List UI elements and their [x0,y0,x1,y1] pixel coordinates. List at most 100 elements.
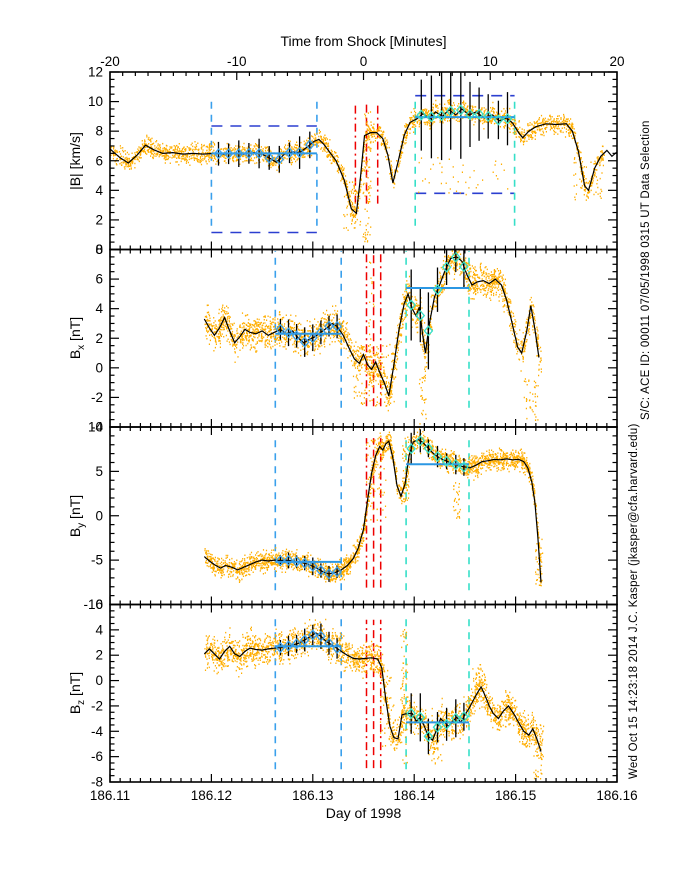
upstream-marker-diamond [316,630,326,642]
tick-label: 0 [95,673,103,688]
tick-label: 0 [95,508,103,523]
tick-label: -10 [83,597,103,612]
downstream-marker-diamond [432,721,443,733]
downstream-marker-diamond [459,711,469,723]
tick-label: 2 [95,212,103,227]
tick-label: 6 [95,272,103,287]
tick-label: 186.11 [90,788,130,803]
tick-label: 186.13 [292,788,333,803]
y-axis-label-unit: [nT] [67,494,84,519]
downstream-marker-diamond [415,435,426,447]
downstream-marker-diamond [416,109,427,121]
panel-by [203,428,544,591]
y-axis-label-sub: x [75,344,87,350]
upstream-marker-diamond [233,148,244,160]
tick-label: 2 [95,331,103,346]
y-axis-label-bmag: |B| [km/s] [67,132,87,190]
downstream-marker-diamond [441,261,452,273]
upstream-marker-diamond [284,147,295,159]
tick-label: 8 [95,124,103,139]
tick-label: 6 [95,153,103,168]
upstream-marker-diamond [324,568,334,580]
downstream-marker-diamond [502,113,513,125]
downstream-marker-diamond [432,284,443,296]
downstream-marker-diamond [415,711,426,723]
downstream-marker-diamond [445,105,456,117]
tick-label: -4 [91,724,103,739]
panel-border [109,248,618,428]
upstream-marker-diamond [291,638,302,650]
tick-label: 0 [360,54,368,69]
tick-label: -5 [91,553,103,568]
downstream-marker-diamond [406,299,417,311]
downstream-marker-diamond [455,104,466,116]
average-line [203,256,540,397]
y-axis-label-unit: [nT] [67,316,84,341]
upstream-marker-diamond [283,554,294,566]
tick-label: -2 [91,390,103,405]
downstream-marker-diamond [483,110,494,122]
annotation-credit-timestamp: Wed Oct 15 14:23:18 2014 J.C. Kasper (jk… [628,423,640,779]
upstream-marker-diamond [213,148,224,160]
downstream-marker-diamond [423,325,434,337]
upstream-marker-diamond [307,560,318,572]
upstream-marker-diamond [264,152,275,164]
upstream-marker-diamond [299,634,310,646]
y-axis-label-sub: z [75,699,87,705]
average-line [203,632,542,752]
upstream-marker-diamond [304,139,315,151]
bottom-axis-title: Day of 1998 [325,805,402,821]
downstream-marker-diamond [406,707,417,720]
downstream-marker-diamond [415,310,426,322]
y-axis-label-by: By [nT] [67,495,87,537]
downstream-marker-diamond [406,443,417,455]
downstream-marker-diamond [423,442,434,454]
upstream-marker-diamond [307,332,318,344]
tick-label: -20 [100,54,120,69]
upstream-marker-diamond [324,637,334,649]
downstream-marker-diamond [441,718,452,730]
downstream-marker-diamond [441,455,452,467]
tick-label: 0 [95,242,103,257]
panel-bz [203,618,545,780]
tick-label: 186.12 [191,788,232,803]
scatter-points [204,249,542,427]
downstream-marker-diamond [436,110,447,122]
tick-label: -4 [91,420,103,435]
tick-label: 10 [88,420,103,435]
average-line [203,438,542,583]
tick-label: 0 [95,360,103,375]
y-axis-label-main: B [67,527,84,538]
upstream-marker-diamond [332,566,342,578]
y-axis-label-unit: [nT] [67,671,84,696]
tick-label: 6 [95,597,103,612]
tick-label: 186.14 [394,788,436,803]
tick-label: -8 [91,775,103,790]
y-axis-label-main: B [67,704,84,715]
upstream-marker-diamond [332,320,342,332]
y-axis-label-unit: [km/s] [67,132,84,170]
tick-label: 4 [95,622,103,637]
upstream-marker-diamond [244,147,254,159]
tick-label: 186.15 [495,788,536,803]
tick-label: 4 [95,183,103,198]
panel-bmag [110,72,617,243]
downstream-marker-diamond [493,114,504,126]
tick-label: 2 [95,648,103,663]
upstream-marker-diamond [223,148,234,160]
upstream-marker-diamond [307,629,318,641]
downstream-marker-diamond [423,730,434,742]
upstream-marker-diamond [291,330,302,342]
downstream-marker-diamond [474,108,484,120]
tick-label: 20 [609,54,624,69]
upstream-marker-diamond [291,556,302,568]
upstream-marker-diamond [316,326,326,338]
tick-label: 10 [483,54,498,69]
y-axis-label-main: B [67,349,84,360]
y-axis-label-bz: Bz [nT] [67,672,87,714]
upstream-marker-diamond [294,147,305,159]
upstream-marker-diamond [274,153,285,165]
upstream-marker-diamond [275,642,286,654]
